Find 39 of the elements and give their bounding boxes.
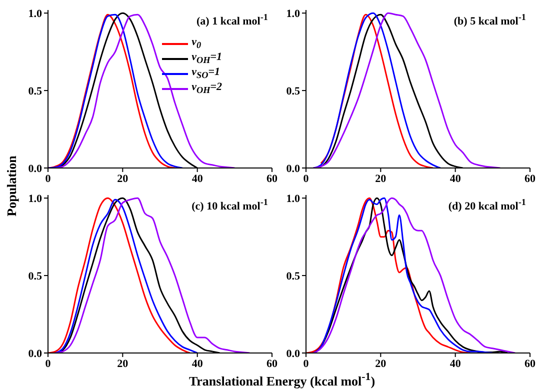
- line-series: [312, 12, 501, 168]
- x-tick-label: 40: [450, 172, 462, 185]
- x-tick-label: 20: [117, 172, 129, 185]
- y-tick-label: 0.5: [286, 270, 300, 282]
- y-tick-label: 0.0: [286, 348, 300, 360]
- legend-label: ν$_{0}$: [192, 36, 202, 51]
- chart-title: (b) 5 kcal mol$^{-1}$: [454, 12, 526, 28]
- x-tick-label: 20: [375, 358, 387, 370]
- y-tick-label: 1.0: [28, 193, 42, 206]
- chart-title: (c) 10 kcal mol$^{-1}$: [192, 197, 268, 213]
- x-tick-label: 40: [192, 358, 204, 370]
- y-tick-label: 0.5: [286, 85, 300, 98]
- x-axis-title: Translational Energy (kcal mol$^{-1}$): [188, 371, 376, 390]
- x-tick-label: 40: [450, 358, 462, 370]
- x-tick-label: 60: [266, 358, 278, 370]
- y-tick-label: 0.5: [28, 85, 42, 98]
- y-axis-title: Population: [4, 154, 20, 218]
- y-tick-label: 1.0: [286, 193, 300, 206]
- x-tick-label: 60: [266, 172, 278, 185]
- chart-title: (d) 20 kcal mol$^{-1}$: [448, 197, 526, 213]
- x-tick-label: 40: [192, 172, 204, 185]
- y-tick-label: 1.0: [286, 8, 300, 20]
- y-tick-label: 0.0: [286, 162, 300, 175]
- y-tick-label: 0.0: [28, 162, 42, 175]
- x-tick-label: 0: [303, 358, 310, 370]
- y-tick-label: 0.5: [28, 270, 42, 282]
- legend-label: ν$_{OH}$=2: [192, 81, 222, 96]
- x-tick-label: 0: [45, 172, 52, 185]
- x-tick-label: 20: [375, 172, 387, 185]
- x-tick-label: 60: [524, 358, 536, 370]
- x-tick-label: 20: [117, 358, 129, 370]
- x-tick-label: 0: [45, 358, 52, 370]
- legend-label: ν$_{OH}$=1: [192, 51, 222, 66]
- y-tick-label: 0.0: [28, 348, 42, 360]
- legend-label: ν$_{SO}$=1: [192, 66, 220, 81]
- chart-title: (a) 1 kcal mol$^{-1}$: [196, 12, 268, 28]
- x-tick-label: 60: [524, 172, 536, 185]
- x-tick-label: 0: [303, 172, 310, 185]
- y-tick-label: 1.0: [28, 8, 42, 20]
